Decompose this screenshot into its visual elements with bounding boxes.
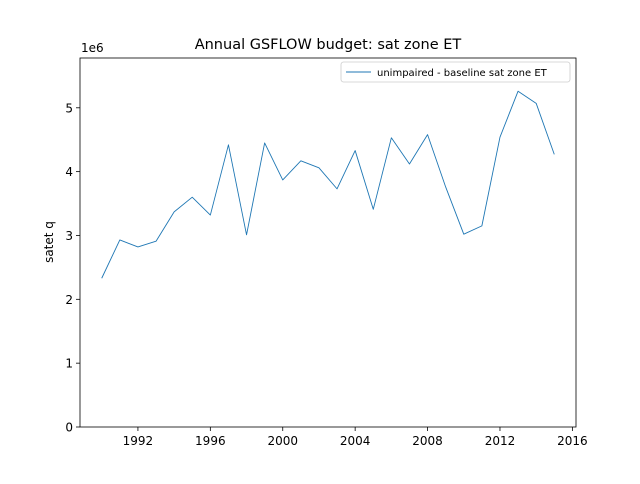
x-tick-label: 2008 <box>412 434 443 448</box>
y-tick-label: 0 <box>65 421 73 435</box>
legend-box <box>340 61 571 83</box>
x-tick-label: 2016 <box>557 434 588 448</box>
y-tick-label: 3 <box>65 229 73 243</box>
plot-frame <box>79 57 577 428</box>
y-tick-label: 4 <box>65 165 73 179</box>
x-tick-label: 2012 <box>485 434 516 448</box>
series-line <box>101 90 555 279</box>
data-layer <box>101 90 555 279</box>
x-tick-label: 1992 <box>123 434 154 448</box>
x-tick-label: 2000 <box>267 434 298 448</box>
axes: 1992 1996 2000 2004 2008 2012 2016 0 1 2 3 4 5 <box>65 57 588 448</box>
legend-label: unimpaired - baseline sat zone ET <box>377 68 548 79</box>
y-tick-label: 5 <box>65 101 73 115</box>
chart-title: Annual GSFLOW budget: sat zone ET <box>195 37 462 53</box>
y-tick-label: 2 <box>65 293 73 307</box>
legend: unimpaired - baseline sat zone ET <box>340 61 571 83</box>
x-tick-label: 1996 <box>195 434 226 448</box>
y-axis-label: satet q <box>42 221 56 263</box>
y-tick-label: 1 <box>65 357 73 371</box>
y-axis-offset-label: 1e6 <box>81 41 104 55</box>
x-tick-label: 2004 <box>340 434 371 448</box>
